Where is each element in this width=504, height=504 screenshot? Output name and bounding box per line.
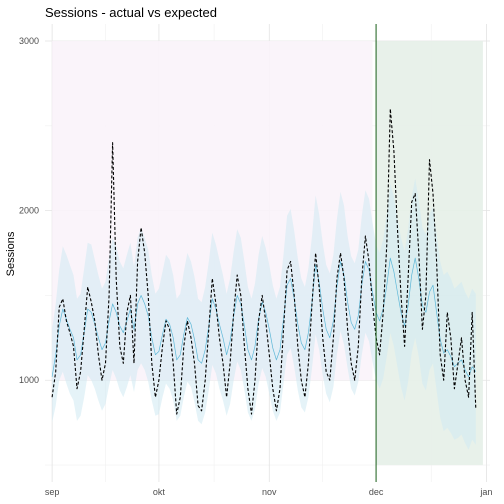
y-axis-label: Sessions (5, 231, 17, 276)
y-tick-label: 2000 (19, 206, 39, 216)
x-tick-labels: sep okt nov dec jan (45, 487, 493, 497)
x-tick-label: dec (369, 487, 384, 497)
x-tick-label: jan (479, 487, 492, 497)
x-tick-label: okt (153, 487, 166, 497)
expected-interval-band (52, 178, 476, 450)
x-tick-label: nov (262, 487, 277, 497)
expected-band (52, 178, 476, 450)
y-tick-label: 1000 (19, 375, 39, 385)
series-lines (51, 108, 477, 415)
actual-sessions-line (51, 108, 477, 415)
chart-title: Sessions - actual vs expected (45, 5, 217, 20)
y-tick-label: 3000 (19, 36, 39, 46)
x-tick-label: sep (45, 487, 60, 497)
y-tick-labels: 1000 2000 3000 (19, 36, 39, 385)
